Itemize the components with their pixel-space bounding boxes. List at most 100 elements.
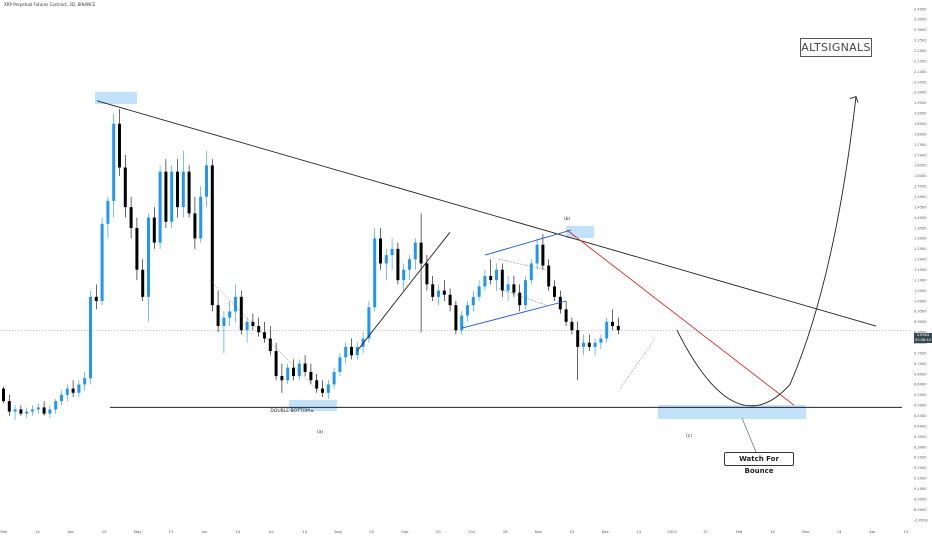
candle-body: [292, 367, 295, 377]
candle-body: [477, 286, 481, 297]
y-tick-label: 1.6000: [914, 174, 927, 178]
y-tick-label: 0.3500: [914, 435, 927, 439]
candle-body: [437, 290, 440, 297]
candle-body: [587, 342, 591, 347]
y-tick-label: 0.7500: [914, 351, 927, 355]
flag-top: [498, 259, 547, 270]
x-tick-label: 2023: [667, 529, 677, 534]
y-tick-label: 2.0000: [914, 91, 927, 95]
candle-body: [466, 305, 469, 316]
bounce-zone: [658, 405, 806, 419]
candle-body: [31, 409, 34, 412]
candle-body: [390, 248, 394, 256]
candle-body: [268, 338, 272, 352]
dotted-rise: [619, 338, 656, 389]
x-tick-label: Dec: [602, 529, 609, 534]
x-tick-label: Oct: [468, 529, 475, 534]
y-tick-label: 1.2500: [914, 247, 927, 251]
y-tick-label: 1.3000: [914, 237, 927, 241]
candle-body: [158, 171, 162, 243]
candle-body: [100, 223, 104, 301]
candle-body: [205, 165, 208, 197]
candle-body: [332, 371, 336, 385]
y-tick-label: 1.2000: [914, 258, 927, 262]
x-tick-label: Apr: [869, 529, 876, 534]
price-axis: -0.0500 0.0000 0.0500 0.1000 0.1500 0.2000 0.2…: [914, 7, 929, 522]
flag-bottom: [498, 288, 547, 306]
candle-body: [129, 207, 133, 228]
candle-body: [19, 409, 23, 414]
candle-body: [535, 244, 539, 264]
candle-body: [65, 388, 69, 395]
candle-body: [176, 171, 179, 208]
candle-body: [118, 123, 121, 168]
wave-b-label: (b): [564, 216, 571, 222]
y-tick-label: 0.8000: [914, 341, 927, 345]
candle-body: [454, 305, 458, 331]
y-tick-label: 1.8000: [914, 132, 927, 136]
y-tick-label: 1.8500: [914, 122, 927, 126]
candle-body: [373, 238, 377, 308]
x-tick-label: Jun: [200, 529, 208, 534]
candle-body: [71, 388, 75, 393]
candle-body: [419, 242, 423, 264]
candle-body: [605, 321, 609, 339]
red-downtrend-line: [566, 229, 795, 406]
candle-body: [54, 401, 58, 410]
candle-body: [187, 171, 191, 214]
candle-body: [94, 296, 98, 301]
candle-body: [593, 342, 597, 347]
annotation-layer: DOUBLE BOTTOM ▸ (a) (b) (c): [270, 216, 692, 439]
candle-body: [152, 217, 156, 243]
y-tick-label: 2.0500: [914, 80, 927, 84]
y-tick-label: 1.0500: [914, 289, 927, 293]
y-tick-label: 1.5500: [914, 185, 927, 189]
candle-body: [379, 238, 382, 264]
watch-for-bounce-callout: Watch For Bounce: [724, 452, 794, 475]
y-tick-label: 1.7000: [914, 153, 927, 157]
x-tick-label: 15: [369, 529, 374, 534]
candle-body: [309, 371, 313, 381]
y-tick-label: 1.9000: [914, 112, 927, 116]
candle-body: [135, 228, 139, 270]
candle-body: [222, 317, 226, 327]
callout-leader: [741, 417, 757, 453]
y-tick-label: 2.1000: [914, 70, 927, 74]
candle-body: [89, 296, 92, 379]
y-tick-label: 1.1500: [914, 268, 927, 272]
candle-body: [512, 284, 516, 293]
dotted-downtrend: [209, 279, 319, 391]
candle-body: [442, 290, 446, 295]
main-downtrend-line: [96, 100, 877, 327]
candle-body: [112, 123, 116, 201]
candle-body: [239, 296, 243, 331]
y-tick-label: 0.4500: [914, 414, 927, 418]
candle-body: [280, 376, 284, 381]
x-tick-label: Feb: [736, 529, 743, 534]
candle-body: [234, 296, 237, 312]
candle-body: [141, 269, 145, 297]
y-tick-label: 1.4000: [914, 216, 927, 220]
x-tick-label: 17: [169, 529, 174, 534]
y-tick-label: 1.6500: [914, 164, 927, 168]
x-tick-label: 13: [636, 529, 641, 534]
candle-body: [245, 321, 249, 331]
candle-body: [547, 265, 551, 287]
candle-body: [60, 394, 63, 402]
uptrend-line: [356, 231, 451, 352]
candle-body: [2, 388, 5, 402]
x-tick-label: Sep: [401, 529, 409, 534]
candle-body: [564, 309, 568, 322]
double-bottom-label: DOUBLE BOTTOM ▸: [270, 408, 314, 414]
candle-body: [13, 409, 17, 412]
candle-body: [123, 167, 127, 208]
y-tick-label: 1.0000: [914, 299, 927, 303]
candle-body: [181, 171, 185, 208]
candle-body: [315, 380, 319, 389]
candle-body: [303, 363, 307, 372]
candle-body: [344, 346, 348, 358]
candle-body: [425, 263, 429, 285]
wave-c-label: (c): [686, 433, 692, 439]
